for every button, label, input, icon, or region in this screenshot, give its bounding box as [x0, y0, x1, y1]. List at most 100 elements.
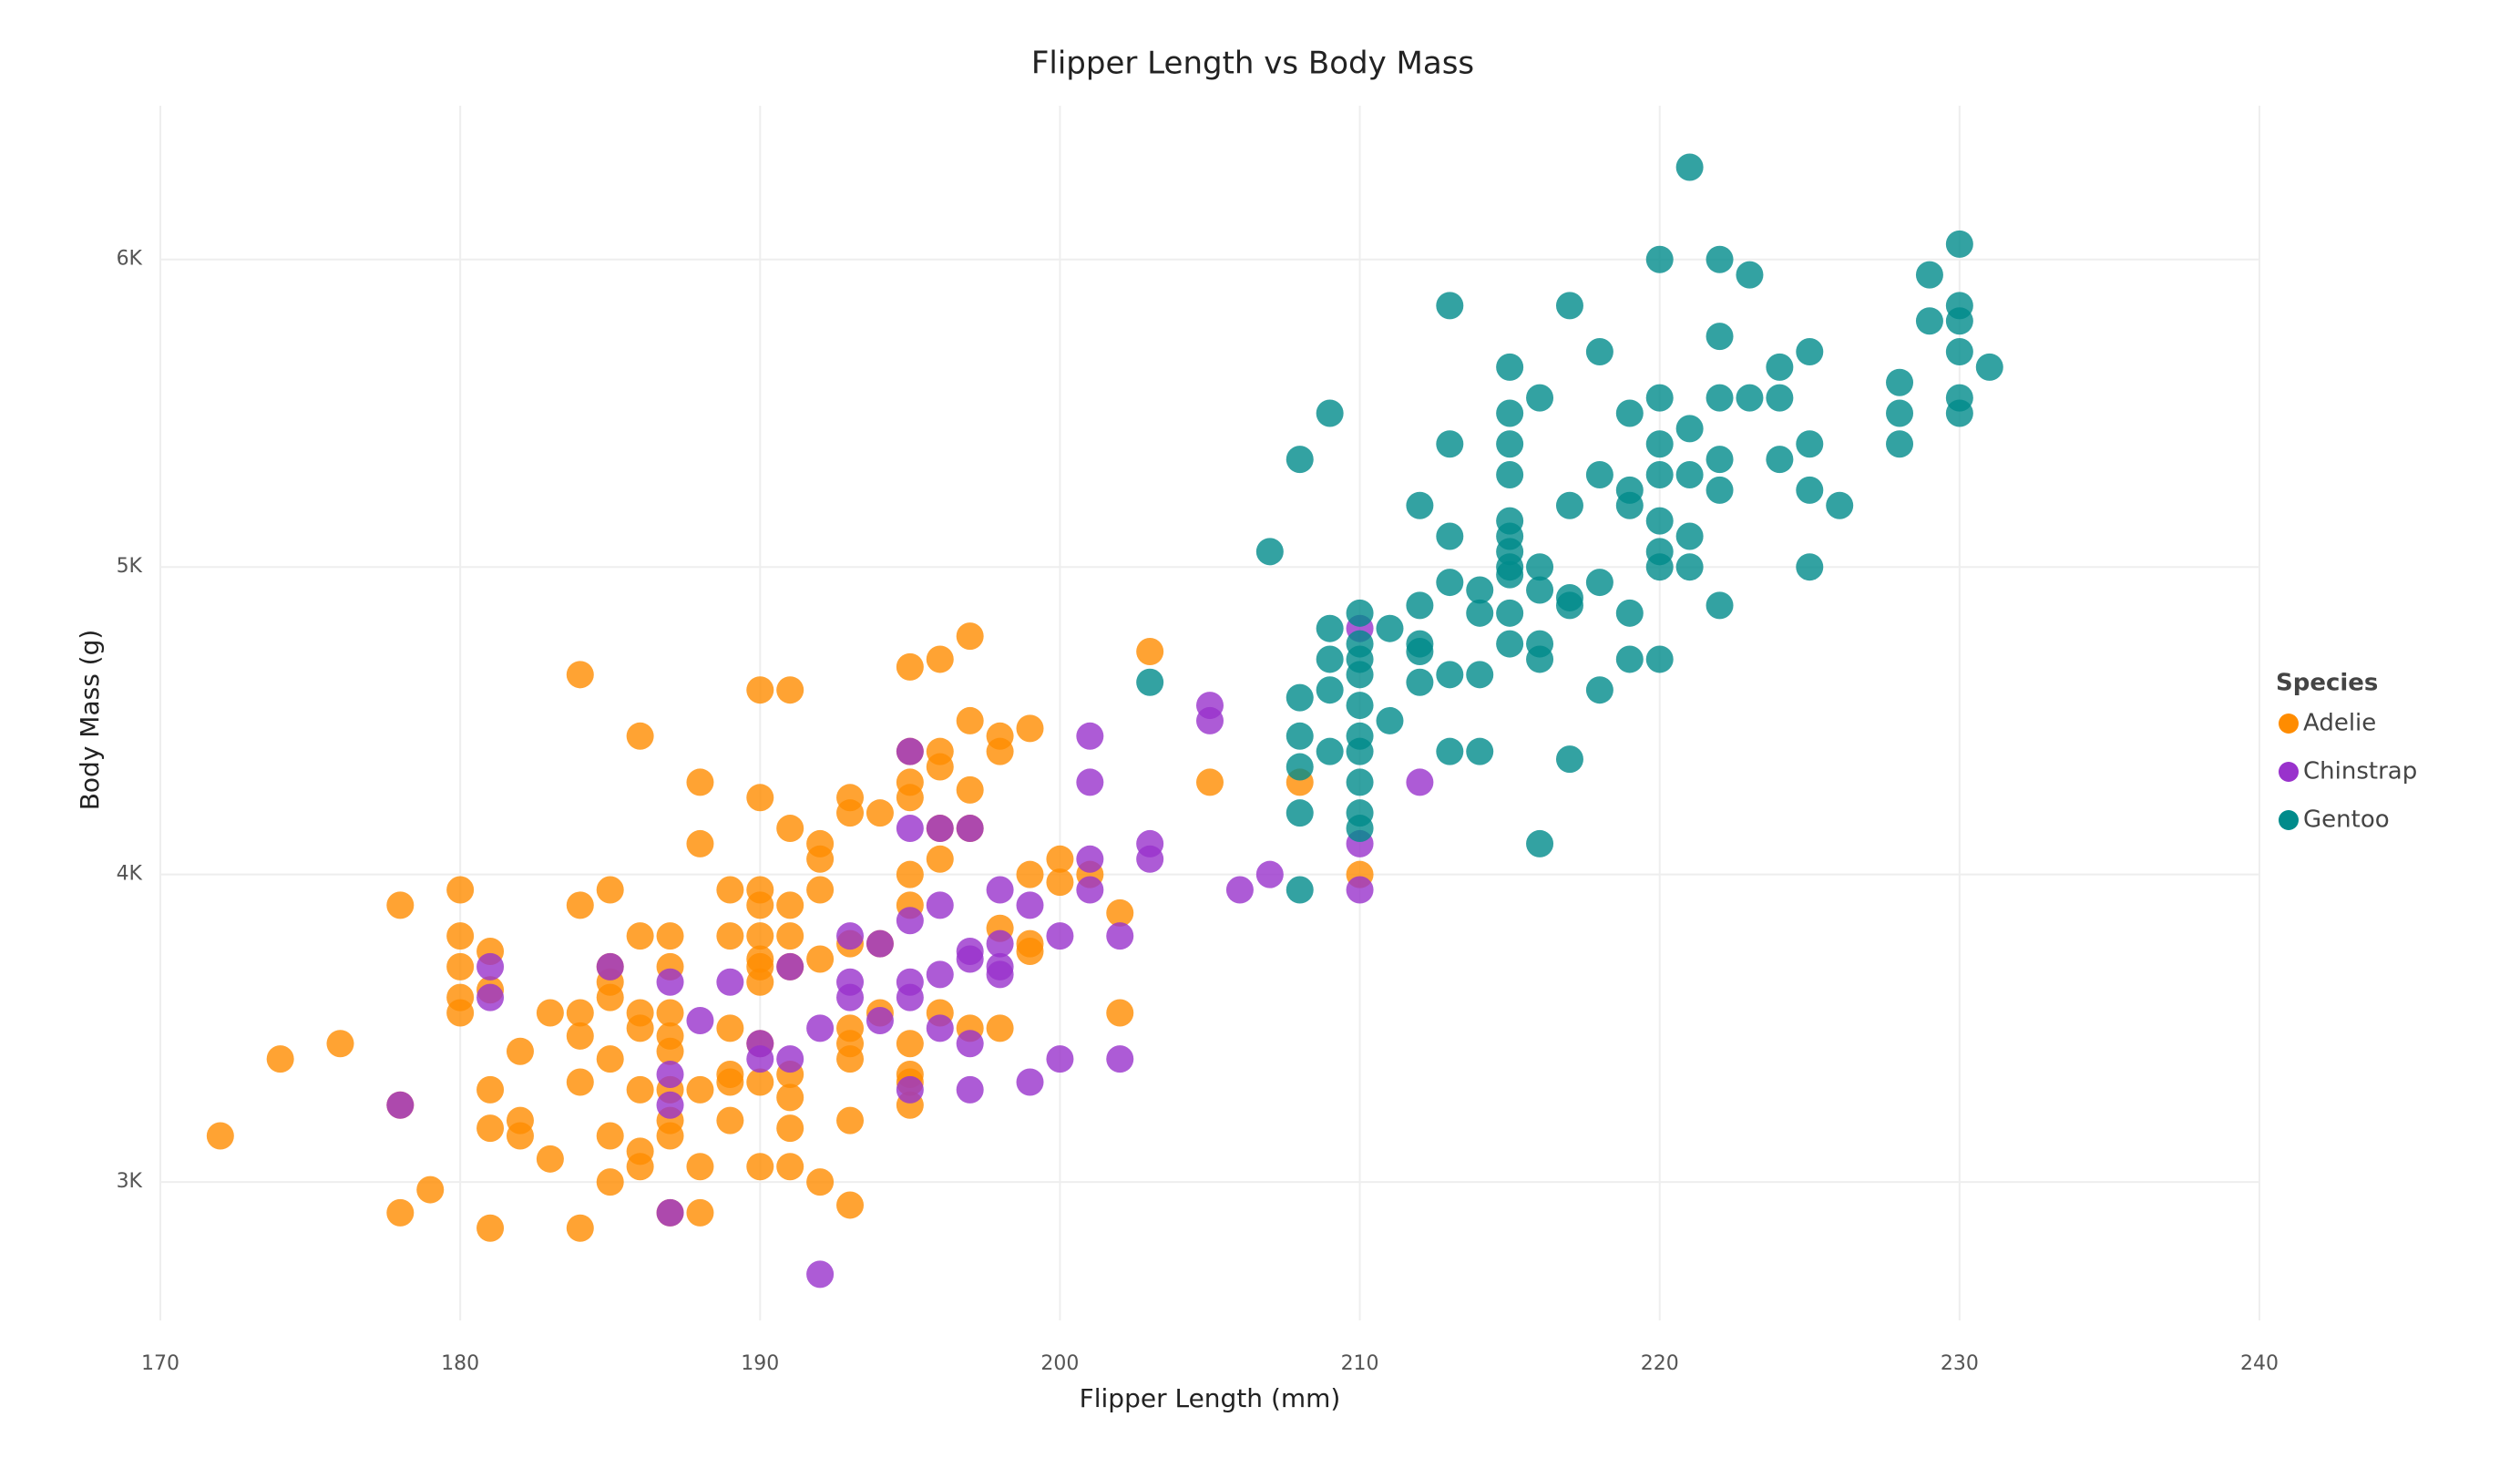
point [1945, 399, 1973, 427]
legend-marker [2279, 714, 2299, 734]
point [1796, 553, 1824, 581]
point [1706, 476, 1734, 504]
point [1016, 1068, 1044, 1096]
point [656, 1091, 684, 1119]
x-tick-label: 220 [1641, 1352, 1679, 1375]
point [1286, 722, 1314, 750]
point [716, 876, 744, 904]
point [1436, 737, 1464, 765]
point [956, 775, 984, 804]
point [1645, 507, 1674, 535]
point [776, 1114, 804, 1143]
point [1706, 446, 1734, 474]
point [1826, 491, 1854, 519]
point [806, 1014, 835, 1042]
point [776, 676, 804, 704]
point [836, 799, 865, 827]
point [1585, 676, 1613, 704]
point [596, 1168, 624, 1196]
y-tick-label: 4K [117, 863, 143, 886]
point [506, 1037, 534, 1065]
point [1675, 522, 1704, 550]
point [1736, 384, 1764, 412]
point [656, 1122, 684, 1150]
point [1886, 430, 1914, 458]
point [1406, 638, 1434, 666]
point [1706, 384, 1734, 412]
point [1645, 430, 1674, 458]
legend-marker [2279, 810, 2299, 830]
point [776, 1153, 804, 1181]
legend-marker [2279, 762, 2299, 782]
point [476, 983, 505, 1011]
point [386, 891, 415, 919]
point [896, 983, 924, 1011]
point [1796, 430, 1824, 458]
point [956, 706, 984, 734]
point [686, 1198, 714, 1227]
x-tick-label: 190 [741, 1352, 779, 1375]
point [716, 1106, 744, 1135]
point [1766, 384, 1794, 412]
point [1645, 645, 1674, 673]
point [926, 845, 954, 873]
point [1555, 745, 1583, 774]
point [776, 1045, 804, 1073]
point [1645, 245, 1674, 273]
point [1945, 337, 1973, 365]
point [1466, 576, 1494, 604]
point [656, 922, 684, 950]
point [1346, 692, 1374, 720]
point [1436, 292, 1464, 320]
point [956, 622, 984, 651]
point [1406, 768, 1434, 796]
x-tick-label: 180 [441, 1352, 479, 1375]
point [806, 1260, 835, 1289]
point [1886, 368, 1914, 396]
point [1346, 815, 1374, 843]
point [626, 1014, 654, 1042]
point [836, 1045, 865, 1073]
y-tick-label: 6K [117, 248, 143, 271]
point [1555, 591, 1583, 620]
point [1286, 753, 1314, 781]
point [386, 1091, 415, 1119]
point [476, 1214, 505, 1242]
point [446, 999, 475, 1027]
point [716, 1068, 744, 1096]
point [1615, 399, 1644, 427]
point [1945, 230, 1973, 258]
point [1286, 799, 1314, 827]
point [566, 661, 594, 689]
point [1406, 591, 1434, 620]
point [1645, 553, 1674, 581]
point [896, 1075, 924, 1104]
point [1106, 1045, 1134, 1073]
point [416, 1176, 445, 1204]
point [1076, 722, 1104, 750]
point [986, 929, 1014, 958]
point [1376, 706, 1404, 734]
point [1975, 353, 2003, 381]
point [656, 1037, 684, 1065]
point [1796, 476, 1824, 504]
point [446, 922, 475, 950]
point [1406, 491, 1434, 519]
point [1496, 430, 1524, 458]
point [1136, 668, 1164, 696]
point [1346, 876, 1374, 904]
point [1585, 460, 1613, 488]
point [1496, 599, 1524, 627]
point [1046, 868, 1074, 897]
point [746, 784, 774, 812]
point [1585, 569, 1613, 597]
point [1046, 845, 1074, 873]
point [1615, 491, 1644, 519]
point [1526, 829, 1554, 857]
point [746, 891, 774, 919]
point [716, 968, 744, 996]
point [746, 676, 774, 704]
point [596, 952, 624, 981]
point [896, 652, 924, 681]
point [1016, 860, 1044, 888]
